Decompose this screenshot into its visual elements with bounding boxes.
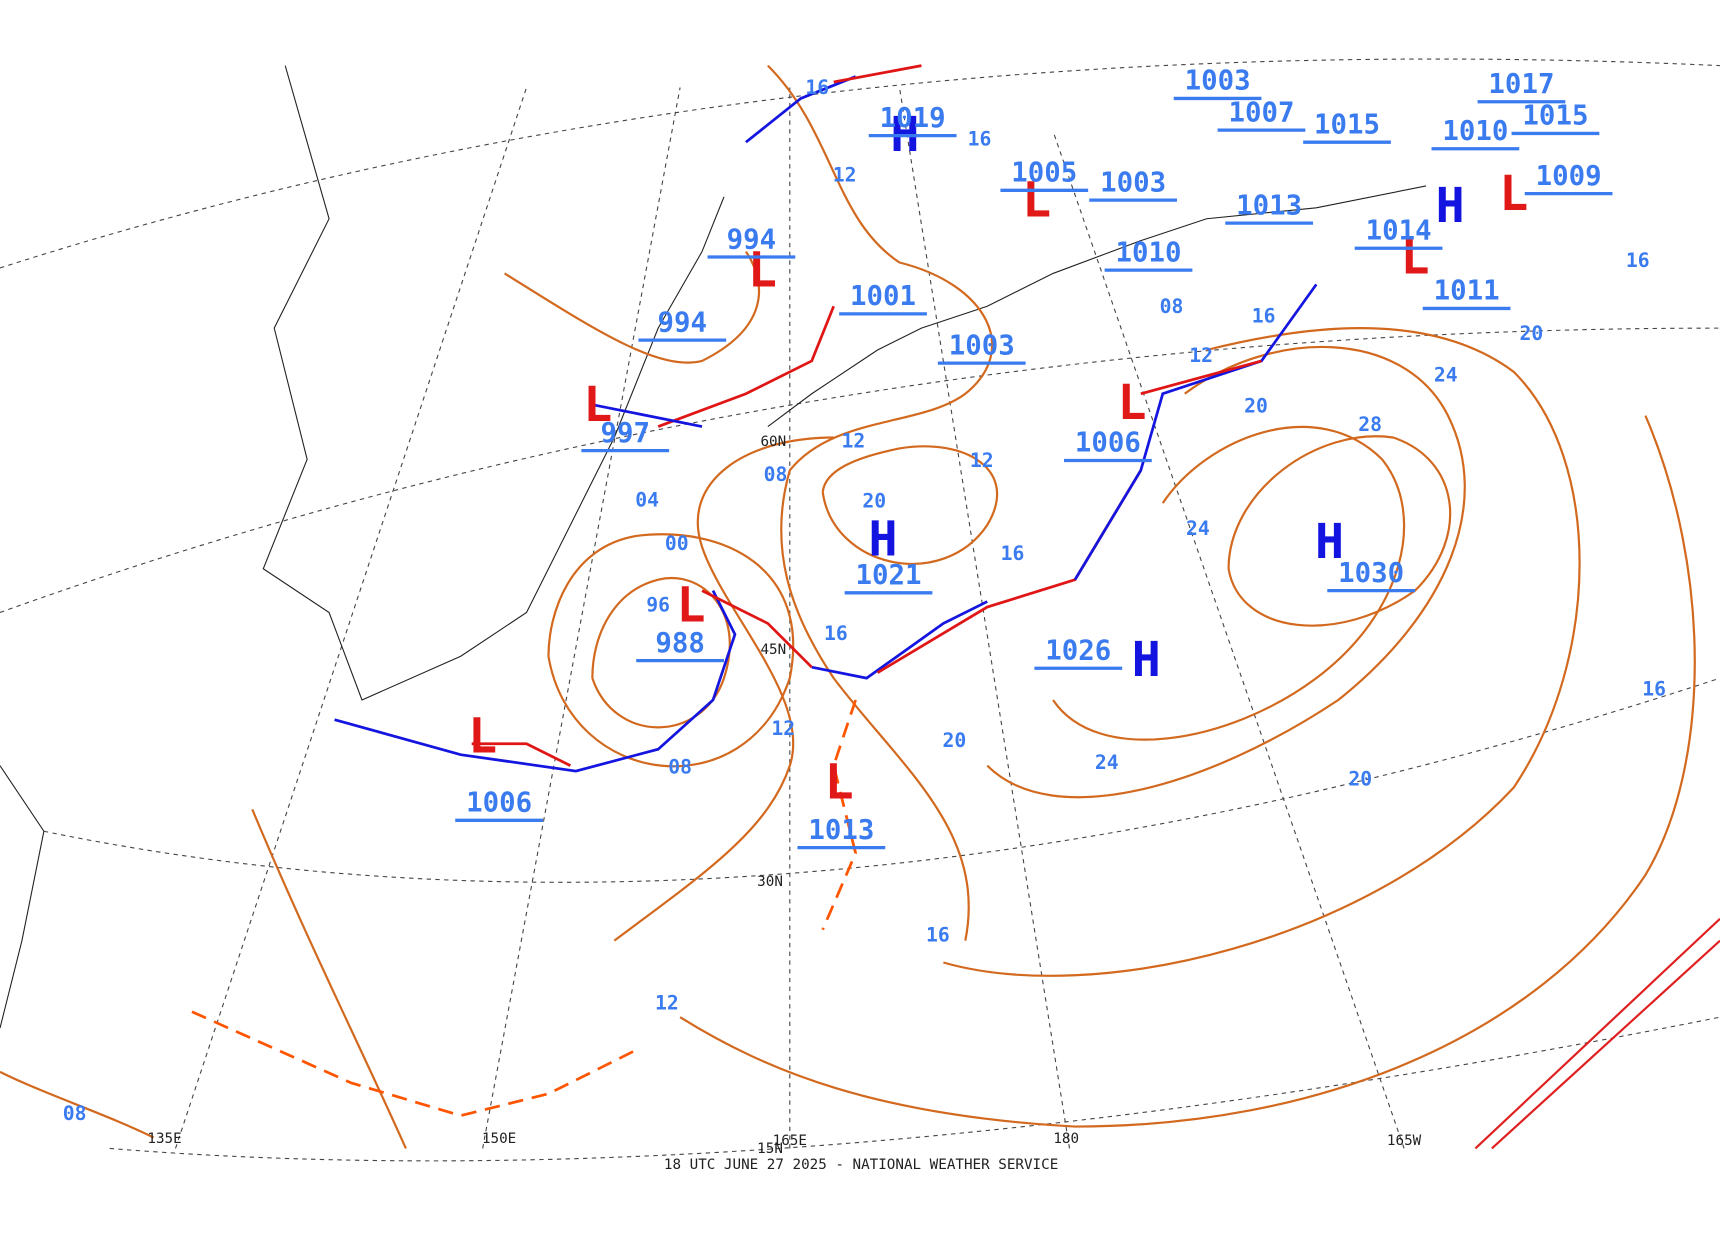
pressure-value: 1013 <box>1236 190 1302 221</box>
pressure-value: 994 <box>658 307 708 338</box>
low-center: L <box>1401 230 1430 286</box>
pressure-value: 1007 <box>1228 97 1294 128</box>
latitude-label: 45N <box>760 642 786 658</box>
isobar-label: 08 <box>668 755 692 778</box>
fronts <box>191 64 1720 1150</box>
low-center: L <box>1118 375 1147 431</box>
isobar-label: 16 <box>805 76 829 99</box>
pressure-value: 1026 <box>1045 636 1111 667</box>
pressure-value: 1006 <box>466 788 532 819</box>
pressure-value: 994 <box>727 224 777 255</box>
pressure-value: 1006 <box>1075 428 1141 459</box>
latitude-label: 15N <box>757 1141 783 1157</box>
isobar-label: 20 <box>862 490 886 513</box>
isobar-label: 16 <box>1252 305 1276 328</box>
isobar-label: 08 <box>1160 295 1184 318</box>
pressure-value: 1021 <box>856 560 922 591</box>
low-center: L <box>748 243 777 299</box>
low-center: L <box>468 709 497 765</box>
isobar-label: 16 <box>926 924 950 947</box>
pressure-value: 1015 <box>1314 109 1380 140</box>
pressure-value: 1013 <box>808 815 874 846</box>
high-center: H <box>1315 514 1344 570</box>
pressure-value: 1003 <box>949 330 1015 361</box>
latitude-label: 30N <box>757 874 783 890</box>
isobar-label: 16 <box>1642 678 1666 701</box>
isobar-label: 28 <box>1358 413 1382 436</box>
pressure-value: 1003 <box>1185 66 1251 97</box>
pressure-value: 997 <box>600 418 650 449</box>
longitude-label: 165E <box>773 1133 807 1149</box>
pressure-value: 1010 <box>1115 237 1181 268</box>
high-center: H <box>869 512 898 568</box>
low-center: L <box>1022 173 1051 229</box>
pressure-value: 1011 <box>1434 276 1500 307</box>
pressure-value: 1014 <box>1366 216 1432 247</box>
pressure-value: 1001 <box>850 281 916 312</box>
low-center: L <box>677 577 706 633</box>
pressure-value: 1005 <box>1011 158 1077 189</box>
isobars <box>0 64 1696 1149</box>
pressure-value: 1017 <box>1488 69 1554 100</box>
longitude-label: 150E <box>482 1131 516 1147</box>
isobar-label: 08 <box>63 1102 87 1125</box>
pressure-value: 1010 <box>1442 116 1508 147</box>
isobar-label: 20 <box>942 729 966 752</box>
isobar-label: 00 <box>665 532 689 555</box>
footer: 18 UTC JUNE 27 2025 - NATIONAL WEATHER S… <box>664 1157 1058 1173</box>
isobar-label: 16 <box>1001 542 1025 565</box>
pressure-value: 1015 <box>1522 101 1588 132</box>
isobar-label: 16 <box>1626 249 1650 272</box>
longitude-label: 135E <box>147 1131 181 1147</box>
low-center: L <box>825 755 854 811</box>
isobar-label: 24 <box>1095 751 1119 774</box>
isobar-label: 96 <box>646 593 670 616</box>
graticule <box>0 58 1720 1162</box>
isobar-label: 12 <box>842 429 866 452</box>
coastlines <box>0 65 1427 1029</box>
pressure-value: 1019 <box>880 103 946 134</box>
high-center: H <box>1132 632 1161 688</box>
isobar-label: 12 <box>970 449 994 472</box>
low-center: L <box>1499 166 1528 222</box>
pressure-value: 1030 <box>1338 558 1404 589</box>
isobar-label: 24 <box>1434 364 1458 387</box>
isobar-label: 12 <box>655 992 679 1015</box>
map-area <box>0 63 1720 1151</box>
isobar-label: 08 <box>764 463 788 486</box>
latitude-label: 60N <box>760 434 786 450</box>
longitude-label: 165W <box>1387 1133 1422 1149</box>
isobar-label: 12 <box>1189 344 1213 367</box>
isobar-label: 20 <box>1348 767 1372 790</box>
isobar-label: 20 <box>1244 394 1268 417</box>
isobar-label: 12 <box>833 164 857 187</box>
isobar-label: 24 <box>1186 517 1210 540</box>
pressure-value: 1009 <box>1536 161 1602 192</box>
isobar-label: 12 <box>771 717 795 740</box>
low-center: L <box>583 377 612 433</box>
pressure-value: 988 <box>655 628 705 659</box>
isobar-label: 16 <box>824 622 848 645</box>
pressure-value: 1003 <box>1100 167 1166 198</box>
high-center: H <box>1436 178 1465 234</box>
isobar-label: 16 <box>968 127 992 150</box>
longitude-label: 180 <box>1053 1131 1079 1147</box>
isobar-label: 20 <box>1519 322 1543 345</box>
isobar-label: 04 <box>635 488 659 511</box>
